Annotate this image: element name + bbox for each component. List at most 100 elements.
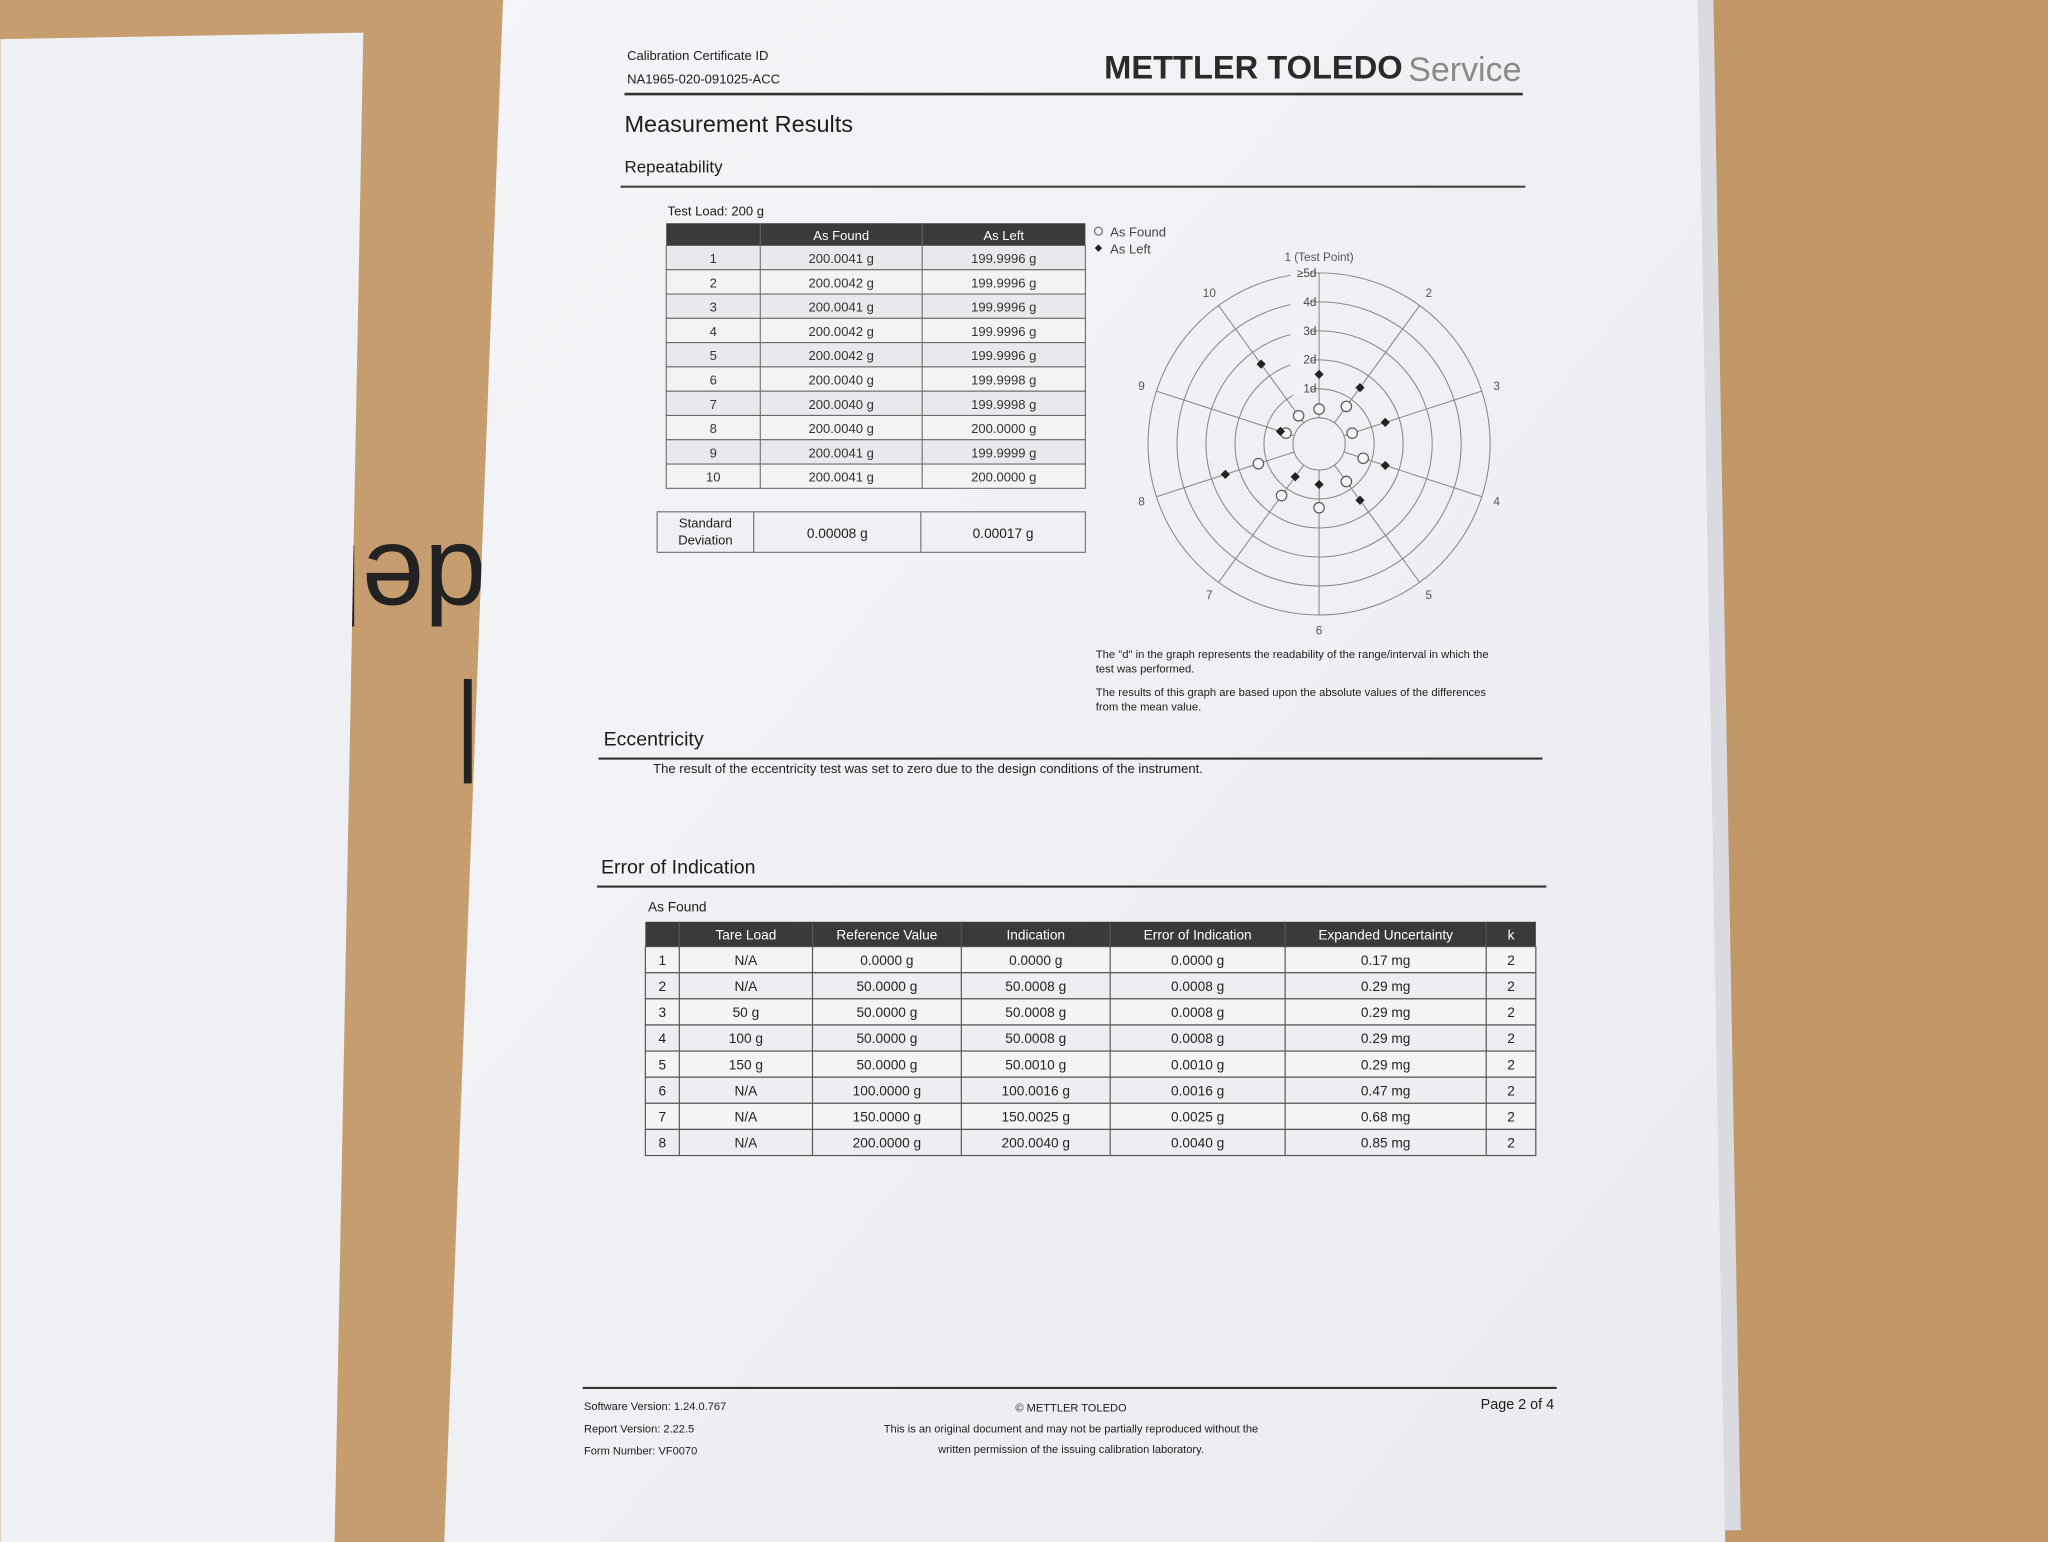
- spoke-label: 9: [1138, 380, 1145, 393]
- table-cell: 200.0042 g: [809, 324, 874, 339]
- table-cell: 50 g: [733, 1005, 760, 1020]
- table-cell: 200.0041 g: [809, 300, 874, 315]
- spoke-label: 5: [1426, 589, 1433, 602]
- table-cell: 2: [1507, 953, 1515, 968]
- column-header: k: [1508, 927, 1515, 942]
- table-cell: 2: [1507, 1005, 1515, 1020]
- table-header: [645, 921, 1536, 947]
- table-cell: 8: [659, 1136, 667, 1151]
- table-cell: 2: [710, 275, 717, 290]
- table-cell: 0.0025 g: [1171, 1110, 1224, 1125]
- spoke-label: 10: [1203, 287, 1217, 300]
- box-print: del: [337, 521, 487, 647]
- legend-entry: As Found: [1110, 224, 1166, 239]
- table-cell: N/A: [734, 1110, 758, 1125]
- table-cell: 50.0008 g: [1005, 979, 1066, 994]
- as-left-point: [1314, 369, 1324, 379]
- test-load: Test Load: 200 g: [668, 203, 764, 218]
- table-row: [644, 1076, 1537, 1104]
- as-found-point: [1252, 457, 1265, 470]
- column-header: Reference Value: [836, 927, 937, 942]
- spoke-label: 7: [1206, 589, 1213, 602]
- table-cell: 150 g: [729, 1057, 763, 1072]
- table-cell: 1: [659, 953, 667, 968]
- table-cell: 100.0000 g: [853, 1083, 922, 1098]
- std-label: Standard: [679, 515, 732, 530]
- table-cell: 0.0016 g: [1171, 1083, 1224, 1098]
- page-number: Page 2 of 4: [1481, 1397, 1554, 1413]
- cardboard-shade: [1710, 0, 2048, 1542]
- table-cell: 2: [659, 979, 667, 994]
- table-cell: 5: [659, 1057, 667, 1072]
- column-header: As Found: [813, 228, 869, 243]
- table-cell: 200.0042 g: [809, 275, 874, 290]
- table-cell: 2: [1507, 1110, 1515, 1125]
- spoke-label: 4: [1493, 496, 1500, 509]
- std-value: 0.00017 g: [973, 526, 1034, 541]
- table-cell: 200.0040 g: [809, 373, 874, 388]
- table-cell: 50.0008 g: [1005, 1031, 1066, 1046]
- table-cell: 50.0000 g: [856, 1005, 917, 1020]
- as-found-point: [1346, 427, 1358, 439]
- table-row: [665, 317, 1086, 344]
- column-header: Error of Indication: [1144, 927, 1252, 942]
- table-cell: N/A: [734, 979, 758, 994]
- table-cell: 7: [710, 397, 717, 412]
- spoke: [1218, 464, 1305, 583]
- table-cell: N/A: [734, 953, 758, 968]
- table-cell: N/A: [734, 1083, 758, 1098]
- graph-note: The "d" in the graph represents the read…: [1096, 649, 1489, 661]
- table-cell: 0.0040 g: [1171, 1136, 1224, 1151]
- table-header: [666, 223, 1086, 246]
- table-row: [665, 342, 1086, 368]
- as-left-point: [1355, 383, 1365, 393]
- table-row: [665, 244, 1086, 271]
- ring-label: 3d: [1303, 325, 1316, 338]
- graph-note: test was performed.: [1096, 663, 1195, 675]
- table-cell: 0.29 mg: [1361, 1031, 1410, 1046]
- table-cell: 8: [710, 421, 717, 436]
- table-cell: 0.0008 g: [1171, 1031, 1224, 1046]
- table-cell: 200.0000 g: [971, 421, 1036, 436]
- left-sheet: [0, 32, 364, 1542]
- table-cell: 150.0025 g: [1001, 1110, 1070, 1125]
- footer-center: © METTLER TOLEDO: [1015, 1402, 1127, 1414]
- ring-label: 4d: [1303, 296, 1316, 309]
- table-cell: 3: [659, 1005, 667, 1020]
- table-cell: 9: [710, 445, 717, 460]
- table-cell: 6: [659, 1083, 667, 1098]
- table-cell: 4: [710, 324, 717, 339]
- brand-suffix: Service: [1408, 51, 1521, 89]
- table-cell: 200.0041 g: [809, 445, 874, 460]
- table-row: [665, 414, 1086, 441]
- table-cell: 0.47 mg: [1361, 1083, 1410, 1098]
- table-cell: 100.0016 g: [1001, 1083, 1070, 1098]
- title: Measurement Results: [624, 111, 853, 137]
- table-cell: 199.9996 g: [971, 251, 1036, 266]
- table-cell: 200.0041 g: [809, 470, 874, 485]
- table-cell: 200.0040 g: [1001, 1136, 1070, 1151]
- table-cell: 0.68 mg: [1361, 1110, 1410, 1125]
- table-cell: 50.0000 g: [856, 1031, 917, 1046]
- table-row: [665, 366, 1086, 392]
- table-cell: N/A: [734, 1136, 758, 1151]
- table-cell: 0.0008 g: [1171, 1005, 1224, 1020]
- box-mark: [463, 678, 472, 784]
- as-found-point: [1340, 400, 1353, 413]
- footer-left: Form Number: VF0070: [584, 1446, 697, 1458]
- graph-note: The results of this graph are based upon…: [1096, 687, 1487, 699]
- table-cell: 0.29 mg: [1361, 1005, 1410, 1020]
- section-heading: Error of Indication: [601, 856, 756, 878]
- section-heading: Eccentricity: [604, 729, 704, 751]
- spoke-label: 8: [1138, 496, 1145, 509]
- table-cell: 2: [1507, 979, 1515, 994]
- table-cell: 5: [710, 348, 717, 363]
- ring-label: 2d: [1303, 354, 1316, 367]
- table-cell: 0.29 mg: [1361, 1057, 1410, 1072]
- table-row: [644, 1128, 1537, 1157]
- table-cell: 50.0000 g: [856, 979, 917, 994]
- cert-id: NA1965-020-091025-ACC: [627, 72, 780, 87]
- ring-label-bg: [1290, 324, 1312, 338]
- spoke: [1343, 390, 1482, 437]
- eccentricity-text: The result of the eccentricity test was …: [653, 761, 1203, 776]
